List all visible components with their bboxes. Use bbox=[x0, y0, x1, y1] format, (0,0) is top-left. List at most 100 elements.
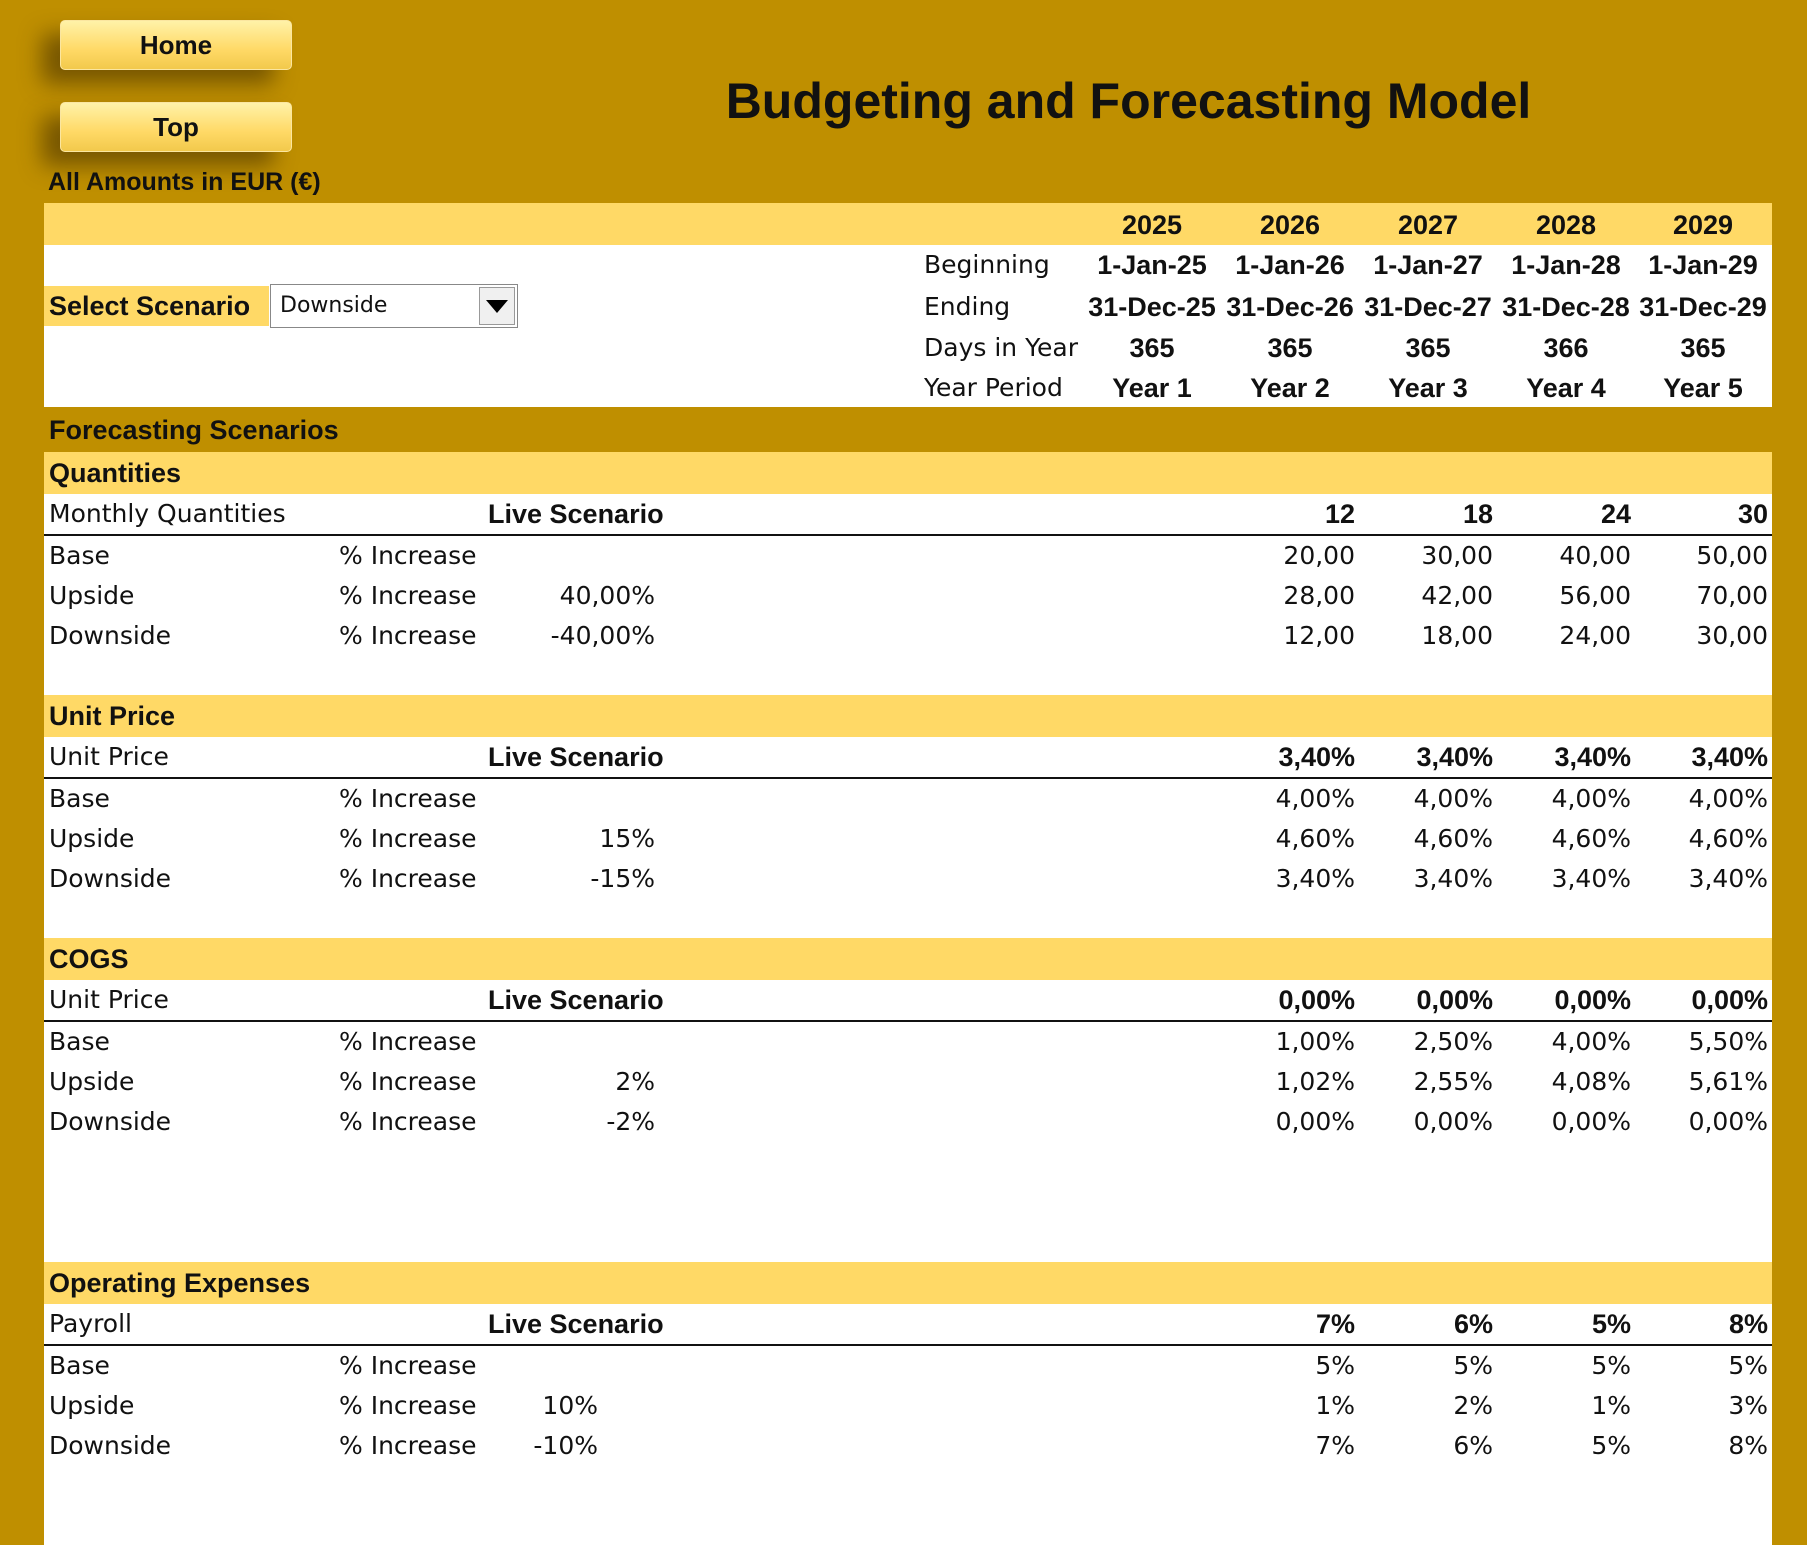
cogs-row-adjustment[interactable]: 2% bbox=[615, 1067, 655, 1096]
cogs-row-value: 2,55% bbox=[1413, 1067, 1493, 1096]
timeline-cell-period: Year 1 bbox=[1112, 373, 1192, 403]
timeline-cell-beginning: 1-Jan-28 bbox=[1511, 250, 1621, 280]
unit_price-row-value: 3,40% bbox=[1551, 864, 1631, 893]
timeline-cell-period: Year 2 bbox=[1250, 373, 1330, 403]
unit_price-row-adjustment[interactable]: -15% bbox=[590, 864, 655, 893]
opex-section-title: Operating Expenses bbox=[49, 1268, 311, 1298]
timeline-cell-days: 365 bbox=[1129, 333, 1175, 363]
quantities-row-value: 12,00 bbox=[1283, 621, 1355, 650]
cogs-row-value: 0,00% bbox=[1413, 1107, 1493, 1136]
top-button[interactable]: Top bbox=[60, 102, 292, 152]
unit_price-row-value: 3,40% bbox=[1688, 864, 1768, 893]
opex-live-value: 7% bbox=[1315, 1309, 1355, 1339]
year-header-cell: 2027 bbox=[1397, 210, 1459, 240]
quantities-live-rule bbox=[44, 534, 1772, 536]
opex-row-metric: % Increase bbox=[339, 1431, 477, 1460]
opex-live-rule bbox=[44, 1344, 1772, 1346]
currency-note: All Amounts in EUR (€) bbox=[48, 168, 321, 196]
timeline-label-beginning: Beginning bbox=[924, 250, 1050, 279]
cogs-row-value: 0,00% bbox=[1275, 1107, 1355, 1136]
cogs-row-name: Downside bbox=[49, 1107, 172, 1136]
unit_price-row-value: 4,60% bbox=[1413, 824, 1493, 853]
opex-row-value: 5% bbox=[1591, 1351, 1631, 1380]
cogs-header-band bbox=[44, 938, 1772, 980]
quantities-row-name: Downside bbox=[49, 621, 172, 650]
quantities-live-value: 30 bbox=[1737, 499, 1768, 529]
opex-row-name: Base bbox=[49, 1351, 110, 1380]
cogs-row-value: 1,02% bbox=[1275, 1067, 1355, 1096]
quantities-section-title: Quantities bbox=[49, 458, 182, 488]
opex-row-value: 5% bbox=[1315, 1351, 1355, 1380]
quantities-row-value: 56,00 bbox=[1559, 581, 1631, 610]
opex-row-name: Downside bbox=[49, 1431, 172, 1460]
cogs-section-title: COGS bbox=[49, 944, 129, 974]
cogs-live-rule bbox=[44, 1020, 1772, 1022]
unit_price-live-rule bbox=[44, 777, 1772, 779]
timeline-cell-days: 365 bbox=[1680, 333, 1726, 363]
timeline-cell-beginning: 1-Jan-25 bbox=[1097, 250, 1207, 280]
opex-row-value: 1% bbox=[1315, 1391, 1355, 1420]
unit_price-live-value: 3,40% bbox=[1554, 742, 1631, 772]
cogs-row-value: 0,00% bbox=[1551, 1107, 1631, 1136]
quantities-row-adjustment[interactable]: -40,00% bbox=[550, 621, 655, 650]
home-button[interactable]: Home bbox=[60, 20, 292, 70]
timeline-label-period: Year Period bbox=[924, 373, 1063, 402]
quantities-row-adjustment[interactable]: 40,00% bbox=[559, 581, 655, 610]
timeline-cell-ending: 31-Dec-27 bbox=[1364, 292, 1492, 322]
quantities-row-metric: % Increase bbox=[339, 621, 477, 650]
quantities-live-label: Monthly Quantities bbox=[49, 499, 286, 528]
year-header-cell: 2025 bbox=[1121, 210, 1183, 240]
unit_price-row-value: 4,60% bbox=[1275, 824, 1355, 853]
quantities-row-metric: % Increase bbox=[339, 581, 477, 610]
unit_price-row-value: 4,00% bbox=[1551, 784, 1631, 813]
unit_price-row-adjustment[interactable]: 15% bbox=[599, 824, 655, 853]
quantities-live-scenario-label: Live Scenario bbox=[488, 499, 664, 529]
unit_price-header-band bbox=[44, 695, 1772, 737]
unit_price-section-title: Unit Price bbox=[49, 701, 176, 731]
year-header-cell: 2026 bbox=[1259, 210, 1321, 240]
unit_price-live-scenario-label: Live Scenario bbox=[488, 742, 664, 772]
unit_price-row-value: 3,40% bbox=[1275, 864, 1355, 893]
timeline-cell-beginning: 1-Jan-26 bbox=[1235, 250, 1345, 280]
opex-row-value: 8% bbox=[1728, 1431, 1768, 1460]
quantities-row-value: 18,00 bbox=[1421, 621, 1493, 650]
cogs-row-metric: % Increase bbox=[339, 1067, 477, 1096]
opex-row-value: 7% bbox=[1315, 1431, 1355, 1460]
opex-row-value: 6% bbox=[1453, 1431, 1493, 1460]
cogs-row-value: 4,00% bbox=[1551, 1027, 1631, 1056]
timeline-cell-days: 366 bbox=[1543, 333, 1589, 363]
opex-live-value: 8% bbox=[1728, 1309, 1768, 1339]
unit_price-row-value: 4,60% bbox=[1688, 824, 1768, 853]
opex-live-value: 6% bbox=[1453, 1309, 1493, 1339]
opex-row-adjustment[interactable]: 10% bbox=[542, 1391, 598, 1420]
cogs-live-value: 0,00% bbox=[1554, 985, 1631, 1015]
quantities-row-value: 42,00 bbox=[1421, 581, 1493, 610]
cogs-row-name: Upside bbox=[49, 1067, 135, 1096]
cogs-row-adjustment[interactable]: -2% bbox=[606, 1107, 655, 1136]
unit_price-row-name: Downside bbox=[49, 864, 172, 893]
timeline-cell-days: 365 bbox=[1267, 333, 1313, 363]
unit_price-row-metric: % Increase bbox=[339, 824, 477, 853]
cogs-row-value: 1,00% bbox=[1275, 1027, 1355, 1056]
cogs-row-metric: % Increase bbox=[339, 1027, 477, 1056]
scenario-dropdown[interactable]: Downside bbox=[270, 284, 518, 328]
cogs-row-value: 2,50% bbox=[1413, 1027, 1493, 1056]
timeline-cell-days: 365 bbox=[1405, 333, 1451, 363]
cogs-row-value: 4,08% bbox=[1551, 1067, 1631, 1096]
opex-row-name: Upside bbox=[49, 1391, 135, 1420]
cogs-row-value: 5,50% bbox=[1688, 1027, 1768, 1056]
unit_price-row-metric: % Increase bbox=[339, 864, 477, 893]
unit_price-row-value: 4,00% bbox=[1413, 784, 1493, 813]
opex-row-value: 3% bbox=[1728, 1391, 1768, 1420]
opex-header-band bbox=[44, 1262, 1772, 1304]
quantities-row-value: 70,00 bbox=[1696, 581, 1768, 610]
timeline-cell-ending: 31-Dec-25 bbox=[1088, 292, 1216, 322]
opex-row-adjustment[interactable]: -10% bbox=[533, 1431, 598, 1460]
dropdown-arrow-icon[interactable] bbox=[479, 287, 515, 325]
opex-live-value: 5% bbox=[1591, 1309, 1631, 1339]
cogs-live-value: 0,00% bbox=[1416, 985, 1493, 1015]
cogs-row-name: Base bbox=[49, 1027, 110, 1056]
unit_price-row-metric: % Increase bbox=[339, 784, 477, 813]
quantities-row-value: 20,00 bbox=[1283, 541, 1355, 570]
